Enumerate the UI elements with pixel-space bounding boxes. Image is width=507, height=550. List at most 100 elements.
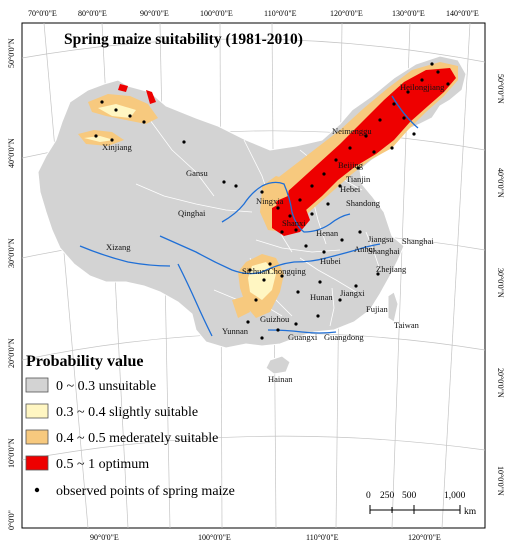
observed-point bbox=[412, 132, 416, 136]
hainan-island bbox=[265, 355, 291, 375]
lon-label-top: 70°0'0"E bbox=[28, 9, 57, 18]
label-shanghai: Shanghai bbox=[368, 246, 400, 256]
observation-points bbox=[94, 62, 450, 340]
river-lancang bbox=[177, 263, 213, 337]
lon-label-bottom: 90°0'0"E bbox=[90, 533, 119, 542]
scale-tick-250: 250 bbox=[380, 491, 395, 501]
left-latitude-labels: 50°0'0"N 40°0'0"N 30°0'0"N 20°0'0"N 10°0… bbox=[7, 38, 16, 530]
label-fujian: Fujian bbox=[366, 304, 388, 314]
lat-label-left: 10°0'0"N bbox=[7, 438, 16, 468]
observed-point bbox=[310, 212, 314, 216]
legend: Probability value 0 ~ 0.3 unsuitable 0.3… bbox=[25, 353, 235, 499]
right-latitude-labels: 50°0'0"N 40°0'0"N 30°0'0"N 20°0'0"N 10°0… bbox=[496, 74, 505, 496]
legend-swatch-unsuitable bbox=[25, 377, 49, 393]
observed-point bbox=[298, 198, 302, 202]
lat-label-left: 40°0'0"N bbox=[7, 138, 16, 168]
taiwan-island bbox=[387, 291, 399, 323]
lon-label-top: 120°0'0"E bbox=[330, 9, 363, 18]
observed-point bbox=[288, 214, 292, 218]
scale-tick-0: 0 bbox=[366, 491, 371, 501]
label-hainan: Hainan bbox=[268, 374, 293, 384]
lat-label-right: 50°0'0"N bbox=[496, 74, 505, 104]
lat-label-right: 40°0'0"N bbox=[496, 168, 505, 198]
observed-point bbox=[260, 190, 264, 194]
lat-label-right: 30°0'0"N bbox=[496, 268, 505, 298]
label-shanxi: Shanxi bbox=[282, 218, 306, 228]
river-xizang bbox=[79, 245, 171, 267]
observed-point bbox=[372, 150, 376, 154]
lon-label-top: 80°0'0"E bbox=[78, 9, 107, 18]
yellow-river bbox=[221, 181, 351, 233]
observed-point bbox=[296, 290, 300, 294]
legend-swatch-slightly-suitable bbox=[25, 403, 49, 419]
label-zhejiang: Zhejiang bbox=[376, 264, 407, 274]
observed-point bbox=[316, 314, 320, 318]
scale-tick-500: 500 bbox=[402, 491, 417, 501]
lon-label-top: 140°0'0"E bbox=[446, 9, 479, 18]
observed-point bbox=[358, 230, 362, 234]
legend-point-symbol bbox=[34, 487, 40, 493]
observed-point bbox=[276, 206, 280, 210]
label-jiangxi: Jiangxi bbox=[340, 288, 365, 298]
observed-point bbox=[338, 184, 342, 188]
observed-point bbox=[268, 262, 272, 266]
observed-point bbox=[378, 118, 382, 122]
zone-slight-sw bbox=[248, 262, 276, 300]
label-anhui: Anhui bbox=[354, 244, 376, 254]
lon-label-bottom: 110°0'0"E bbox=[306, 533, 339, 542]
observed-point bbox=[430, 62, 434, 66]
scale-bar: 0 250 500 1,000 km bbox=[366, 491, 477, 517]
label-chongqing: Chongqing bbox=[268, 266, 307, 276]
observed-point bbox=[142, 120, 146, 124]
legend-label-optimum: 0.5 ~ 1 optimum bbox=[56, 457, 149, 472]
observed-point bbox=[402, 116, 406, 120]
lon-label-top: 110°0'0"E bbox=[264, 9, 297, 18]
label-heilongjiang: Heilongjiang bbox=[400, 82, 445, 92]
observed-point bbox=[182, 140, 186, 144]
observed-point bbox=[276, 328, 280, 332]
label-gansu: Gansu bbox=[186, 168, 208, 178]
observed-point bbox=[446, 82, 450, 86]
observed-point bbox=[420, 78, 424, 82]
lon-label-bottom: 120°0'0"E bbox=[408, 533, 441, 542]
lon-label-bottom: 100°0'0"E bbox=[198, 533, 231, 542]
observed-point bbox=[100, 100, 104, 104]
observed-point bbox=[254, 298, 258, 302]
observed-point bbox=[94, 134, 98, 138]
label-guizhou: Guizhou bbox=[260, 314, 290, 324]
top-longitude-labels: 70°0'0"E 80°0'0"E 90°0'0"E 100°0'0"E 110… bbox=[28, 9, 479, 18]
bottom-longitude-labels: 90°0'0"E 100°0'0"E 110°0'0"E 120°0'0"E bbox=[90, 533, 441, 542]
label-henan: Henan bbox=[316, 228, 339, 238]
label-jiangsu: Jiangsu bbox=[368, 234, 394, 244]
river-northeast bbox=[391, 95, 419, 129]
observed-point bbox=[222, 180, 226, 184]
legend-title: Probability value bbox=[26, 353, 144, 370]
label-hubei: Hubei bbox=[320, 256, 341, 266]
label-ningxia: Ningxia bbox=[256, 196, 284, 206]
observed-point bbox=[318, 280, 322, 284]
label-beijing: Beijing bbox=[338, 160, 364, 170]
observed-point bbox=[340, 238, 344, 242]
zone-moderate-se-yn bbox=[232, 296, 250, 318]
label-hunan: Hunan bbox=[310, 292, 333, 302]
zone-slight-xj-south bbox=[84, 136, 114, 142]
yangtze-river bbox=[159, 235, 381, 275]
label-guangdong: Guangdong bbox=[324, 332, 364, 342]
lat-label-left: 50°0'0"N bbox=[7, 38, 16, 68]
observed-point bbox=[110, 138, 114, 142]
observed-point bbox=[356, 166, 360, 170]
lat-label-left: 20°0'0"N bbox=[7, 338, 16, 368]
lat-label-left: 0°0'0" bbox=[7, 510, 16, 530]
observed-point bbox=[234, 184, 238, 188]
map-title: Spring maize suitability (1981-2010) bbox=[64, 31, 303, 48]
legend-swatch-moderately-suitable bbox=[25, 429, 49, 445]
label-sichuan: Sichuan bbox=[242, 266, 270, 276]
scale-tick-1000: 1,000 bbox=[444, 491, 466, 501]
observed-point bbox=[310, 184, 314, 188]
observed-point bbox=[334, 158, 338, 162]
lon-label-top: 100°0'0"E bbox=[200, 9, 233, 18]
observed-point bbox=[326, 202, 330, 206]
label-neimenggu: Neimenggu bbox=[332, 126, 372, 136]
lon-label-top: 90°0'0"E bbox=[140, 9, 169, 18]
